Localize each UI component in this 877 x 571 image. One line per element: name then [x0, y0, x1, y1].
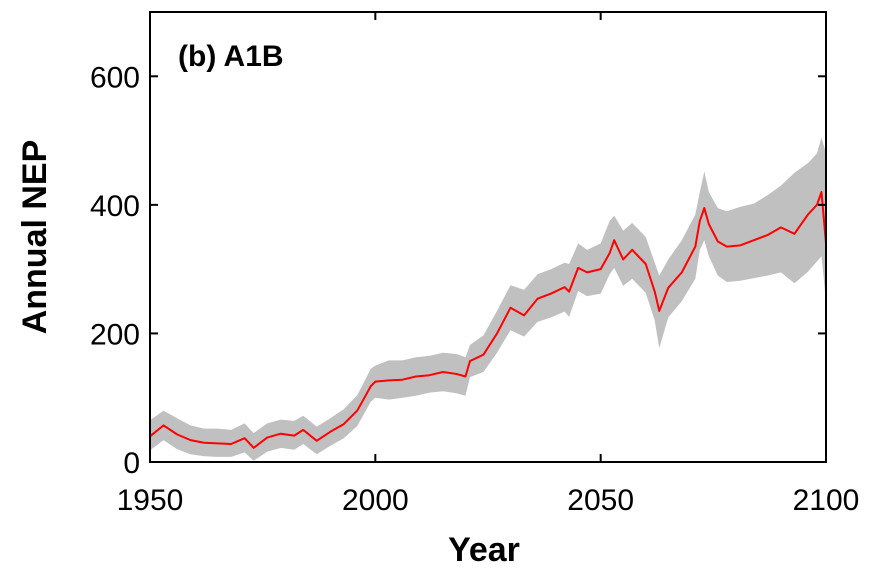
y-tick-label: 200 [90, 318, 140, 351]
x-tick-label: 1950 [117, 484, 184, 517]
x-tick-label: 2000 [342, 484, 409, 517]
tick-layer: 1950 2000 2050 2100 0 200 400 600 [90, 12, 859, 517]
y-tick-label: 400 [90, 190, 140, 223]
panel-title: (b) A1B [178, 40, 284, 73]
x-tick-label: 2050 [567, 484, 634, 517]
y-axis-title: Annual NEP [16, 140, 54, 335]
x-tick-label: 2100 [793, 484, 860, 517]
y-tick-label: 0 [123, 447, 140, 480]
y-tick-label: 600 [90, 61, 140, 94]
data-line-layer [149, 191, 827, 449]
axes-frame [149, 11, 827, 463]
x-axis-title: Year [448, 531, 520, 569]
nep-series-line-0 [149, 191, 827, 449]
